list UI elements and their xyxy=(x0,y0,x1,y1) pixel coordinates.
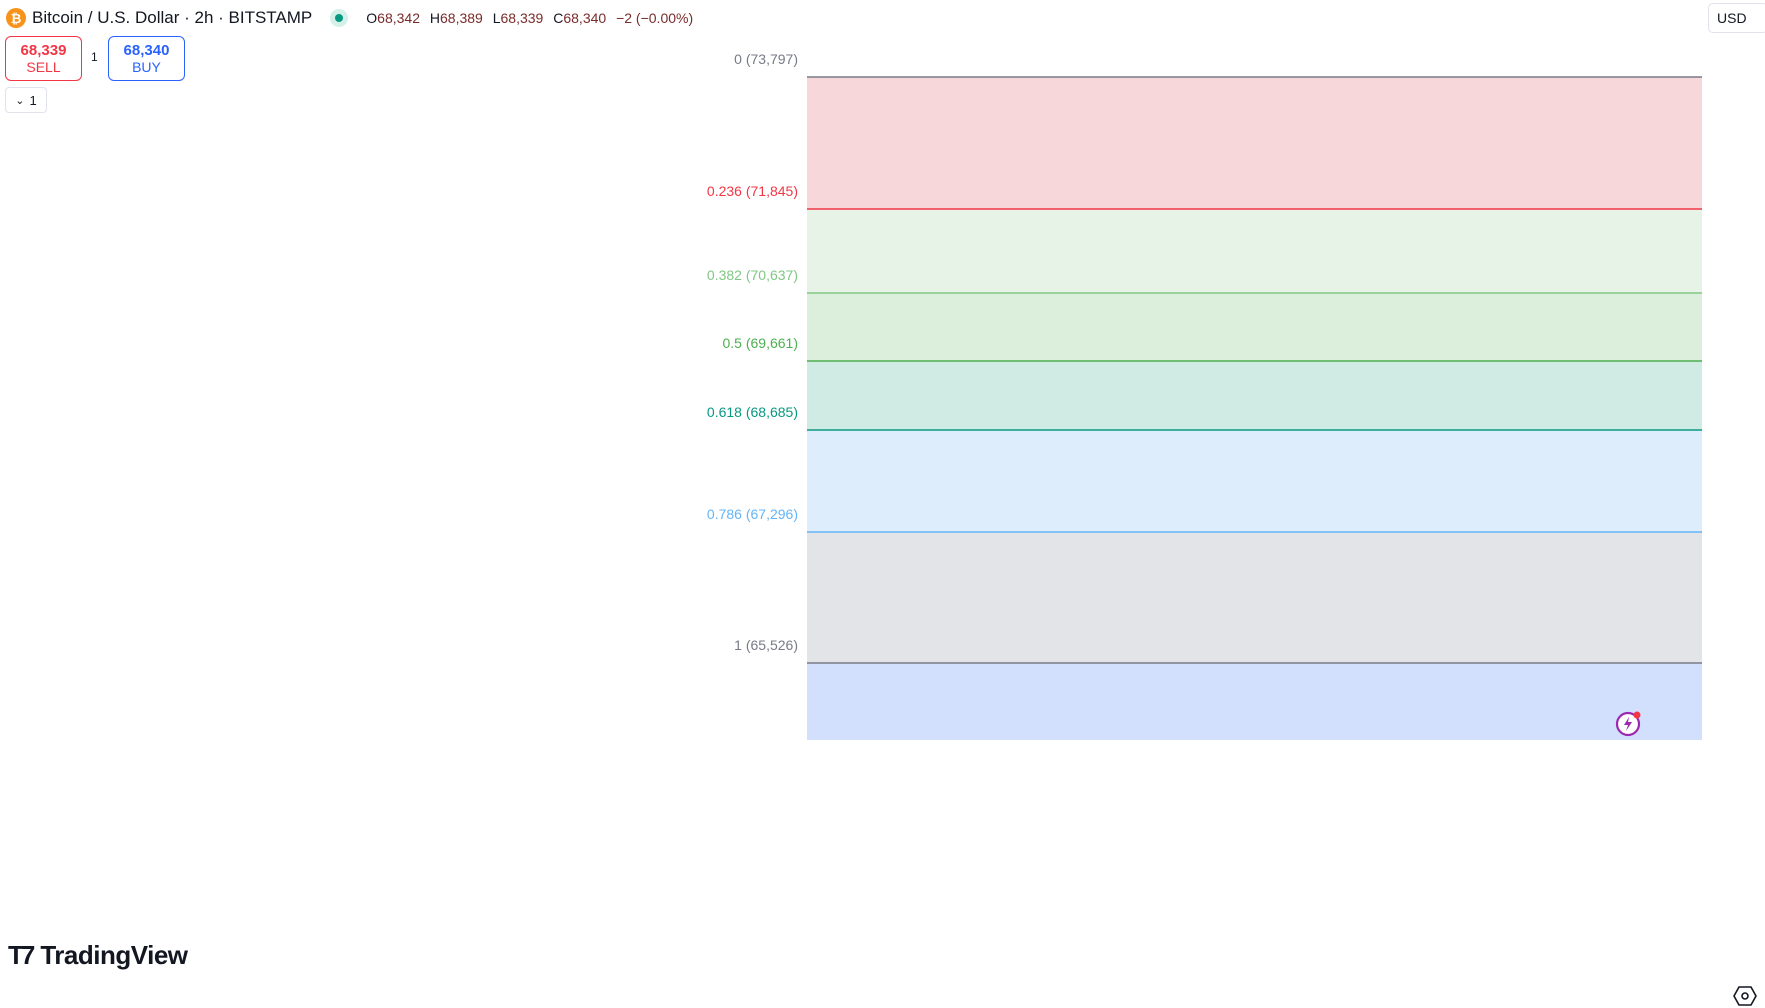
fib-level-label: 0.5 (69,661) xyxy=(722,335,799,351)
fib-zone xyxy=(807,77,1702,209)
indicator-count: 1 xyxy=(29,92,37,108)
settings-icon[interactable] xyxy=(1733,985,1757,1007)
change-value: −2 (−0.00%) xyxy=(616,10,694,26)
close-value: 68,340 xyxy=(563,10,607,26)
fib-zone xyxy=(807,209,1702,293)
sell-label: SELL xyxy=(26,58,61,75)
symbol-title[interactable]: Bitcoin / U.S. Dollar · 2h · BITSTAMP xyxy=(32,8,313,27)
bitcoin-icon: ₿ xyxy=(6,8,26,28)
fib-zone xyxy=(807,361,1702,430)
fib-level-label: 0.382 (70,637) xyxy=(706,267,798,283)
tradingview-logo[interactable]: T7 TradingView xyxy=(8,940,188,971)
fib-level-label: 0.618 (68,685) xyxy=(706,404,798,420)
fib-zone xyxy=(807,532,1702,663)
chevron-down-icon: ⌄ xyxy=(15,94,25,107)
buy-price: 68,340 xyxy=(123,41,170,59)
tradingview-logo-icon: T7 xyxy=(8,940,35,970)
fib-level-label: 0.786 (67,296) xyxy=(706,506,798,522)
market-status-icon xyxy=(330,9,349,27)
low-label: L xyxy=(492,10,501,26)
buy-button[interactable]: 68,340 BUY xyxy=(108,36,185,81)
close-label: C xyxy=(553,10,564,26)
high-value: 68,389 xyxy=(440,10,483,26)
tradingview-wordmark: TradingView xyxy=(40,940,188,970)
currency-selector[interactable]: USD xyxy=(1708,3,1765,33)
sell-price: 68,339 xyxy=(20,41,67,59)
symbol-header[interactable]: ₿ Bitcoin / U.S. Dollar · 2h · BITSTAMP … xyxy=(0,5,699,31)
spread-value: 1 xyxy=(91,50,98,64)
fib-zone xyxy=(807,663,1702,740)
fib-zone xyxy=(807,430,1702,532)
fib-level-label: 0 (73,797) xyxy=(734,51,798,67)
lightning-alert-icon[interactable] xyxy=(1613,709,1643,739)
sell-button[interactable]: 68,339 SELL xyxy=(5,36,82,81)
fib-level-label: 1 (65,526) xyxy=(734,637,798,653)
ohlc-values: O68,342 H68,389 L68,339 C68,340 −2 (−0.0… xyxy=(366,10,699,26)
open-value: 68,342 xyxy=(377,10,420,26)
fib-level-label: 0.236 (71,845) xyxy=(706,183,798,199)
fib-zone xyxy=(807,293,1702,361)
open-label: O xyxy=(366,10,378,26)
collapse-indicators-button[interactable]: ⌄ 1 xyxy=(5,87,47,113)
high-label: H xyxy=(429,10,440,26)
low-value: 68,339 xyxy=(500,10,544,26)
buy-label: BUY xyxy=(132,58,161,75)
